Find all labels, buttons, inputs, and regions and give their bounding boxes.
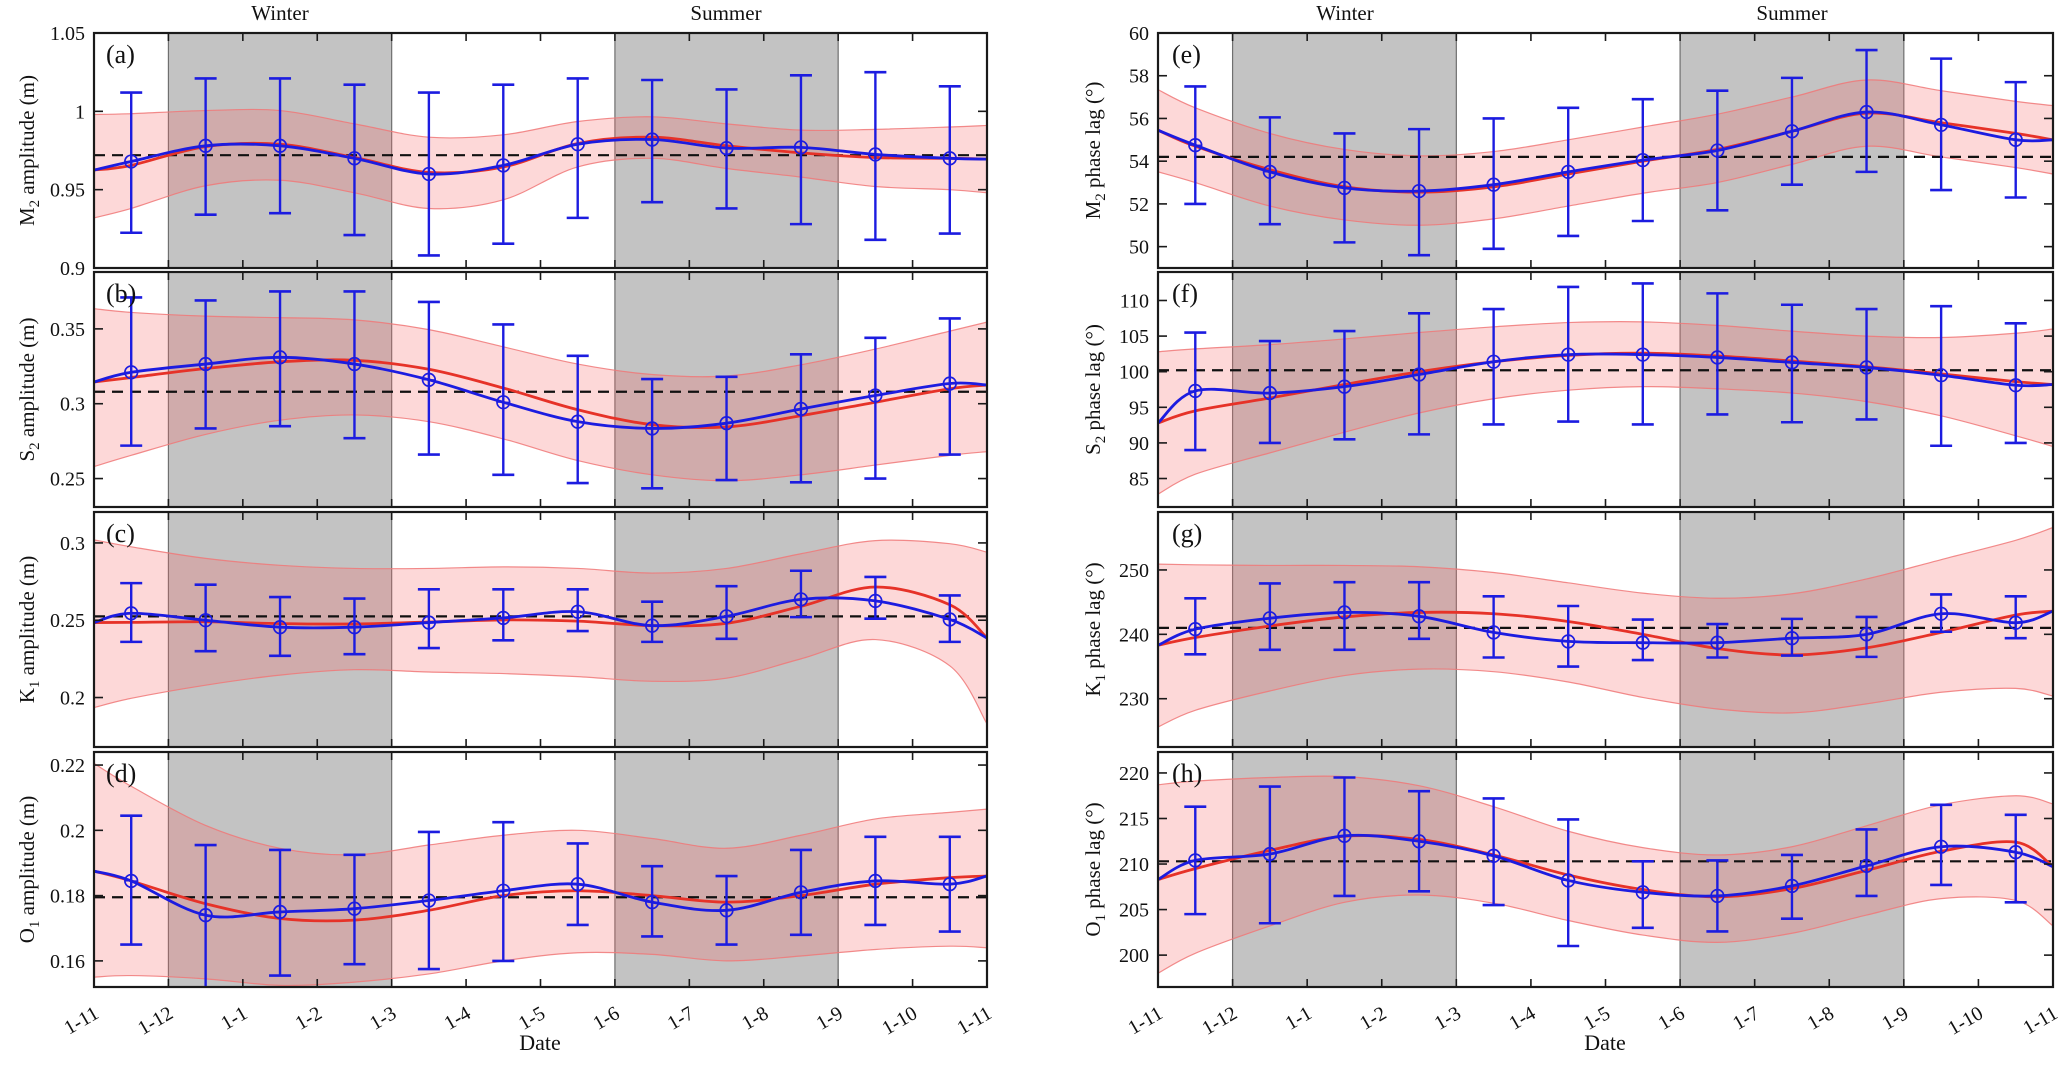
- y-label-s2-amplitude: S2 amplitude (m): [15, 317, 44, 462]
- svg-text:1-7: 1-7: [1729, 1002, 1763, 1034]
- svg-text:0.9: 0.9: [60, 258, 85, 280]
- svg-text:110: 110: [1120, 290, 1149, 312]
- svg-text:1-9: 1-9: [1878, 1002, 1912, 1034]
- summer-title-left: Summer: [690, 1, 762, 25]
- svg-text:230: 230: [1119, 689, 1149, 711]
- y-label-m2-amplitude: M2 amplitude (m): [15, 75, 44, 226]
- svg-text:1-8: 1-8: [1804, 1002, 1838, 1034]
- svg-text:1-11: 1-11: [2019, 1002, 2061, 1039]
- svg-text:1: 1: [75, 101, 85, 123]
- svg-text:90: 90: [1129, 433, 1149, 455]
- svg-text:0.95: 0.95: [50, 180, 85, 202]
- svg-text:1.05: 1.05: [50, 23, 85, 45]
- winter-title-right: Winter: [1316, 1, 1374, 25]
- svg-text:58: 58: [1129, 66, 1149, 88]
- y-label-o1-amplitude: O1 amplitude (m): [15, 795, 44, 944]
- panel-letter-b: (b): [106, 279, 137, 308]
- svg-text:1-1: 1-1: [217, 1002, 251, 1034]
- svg-text:1-1: 1-1: [1282, 1002, 1316, 1034]
- y-label-s2-phase: S2 phase lag (°): [1081, 324, 1110, 455]
- summer-title-right: Summer: [1756, 1, 1828, 25]
- svg-text:0.22: 0.22: [50, 755, 85, 777]
- panel-letter-f: (f): [1172, 279, 1198, 308]
- svg-text:1-4: 1-4: [1505, 1002, 1539, 1034]
- svg-text:240: 240: [1119, 624, 1149, 646]
- svg-text:1-3: 1-3: [366, 1002, 400, 1034]
- y-label-k1-phase: K1 phase lag (°): [1081, 562, 1110, 697]
- svg-text:1-10: 1-10: [1944, 1002, 1987, 1039]
- svg-text:95: 95: [1129, 397, 1149, 419]
- svg-text:205: 205: [1119, 900, 1149, 922]
- svg-text:1-10: 1-10: [878, 1002, 921, 1039]
- y-label-o1-phase: O1 phase lag (°): [1081, 802, 1110, 937]
- svg-text:1-9: 1-9: [813, 1002, 847, 1034]
- svg-text:1-11: 1-11: [1124, 1002, 1166, 1039]
- svg-text:1-8: 1-8: [738, 1002, 772, 1034]
- svg-text:200: 200: [1119, 945, 1149, 967]
- svg-text:1-7: 1-7: [664, 1002, 698, 1034]
- svg-text:85: 85: [1129, 469, 1149, 491]
- svg-text:1-11: 1-11: [953, 1002, 995, 1039]
- svg-text:0.2: 0.2: [60, 688, 85, 710]
- panel-letter-g: (g): [1172, 519, 1203, 548]
- x-axis-label-right: Date: [1584, 1030, 1626, 1055]
- svg-text:1-3: 1-3: [1431, 1002, 1465, 1034]
- svg-text:52: 52: [1129, 194, 1149, 216]
- svg-text:0.35: 0.35: [50, 319, 85, 341]
- panel-letter-c: (c): [106, 519, 135, 548]
- y-label-k1-amplitude: K1 amplitude (m): [15, 555, 44, 704]
- svg-text:0.16: 0.16: [50, 951, 85, 973]
- y-label-m2-phase: M2 phase lag (°): [1081, 81, 1110, 220]
- svg-text:250: 250: [1119, 560, 1149, 582]
- svg-text:0.25: 0.25: [50, 469, 85, 491]
- svg-text:1-2: 1-2: [1356, 1002, 1390, 1034]
- svg-text:0.18: 0.18: [50, 886, 85, 908]
- svg-text:1-12: 1-12: [1198, 1002, 1241, 1039]
- svg-text:215: 215: [1119, 808, 1149, 830]
- svg-text:1-2: 1-2: [292, 1002, 326, 1034]
- svg-text:100: 100: [1119, 362, 1149, 384]
- svg-text:1-4: 1-4: [440, 1002, 474, 1034]
- svg-text:105: 105: [1119, 326, 1149, 348]
- svg-text:54: 54: [1129, 151, 1149, 173]
- svg-text:1-12: 1-12: [134, 1002, 177, 1039]
- panel-letter-a: (a): [106, 40, 135, 69]
- panel-letter-e: (e): [1172, 40, 1201, 69]
- svg-text:210: 210: [1119, 854, 1149, 876]
- svg-text:50: 50: [1129, 237, 1149, 259]
- svg-text:0.3: 0.3: [60, 533, 85, 555]
- svg-text:60: 60: [1129, 23, 1149, 45]
- svg-text:56: 56: [1129, 108, 1149, 130]
- svg-text:220: 220: [1119, 763, 1149, 785]
- svg-text:1-11: 1-11: [60, 1002, 102, 1039]
- panel-letter-h: (h): [1172, 759, 1203, 788]
- winter-title-left: Winter: [251, 1, 309, 25]
- svg-text:0.2: 0.2: [60, 820, 85, 842]
- panel-letter-d: (d): [106, 759, 137, 788]
- x-axis-label-left: Date: [519, 1030, 561, 1055]
- svg-text:0.25: 0.25: [50, 610, 85, 632]
- svg-text:0.3: 0.3: [60, 394, 85, 416]
